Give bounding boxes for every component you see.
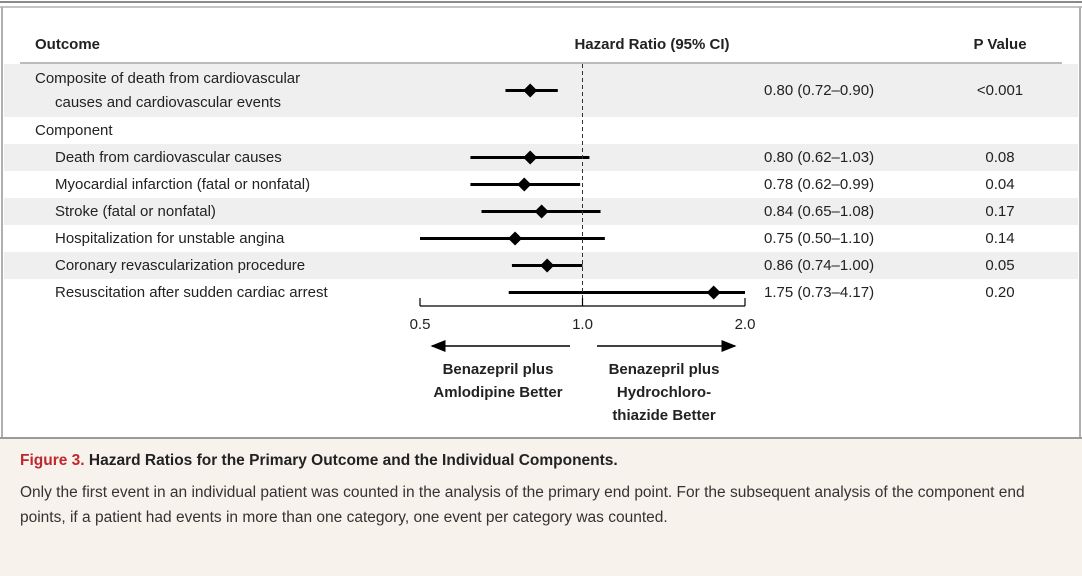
estimate-marker (508, 231, 523, 246)
p-value: 0.14 (985, 229, 1015, 247)
outcome-label: Death from cardiovascular causes (55, 148, 282, 166)
outcome-label: Coronary revascularization procedure (55, 256, 306, 274)
estimate-label: 0.80 (0.62–1.03) (764, 148, 875, 166)
p-value: 0.20 (985, 283, 1015, 301)
estimate-marker (706, 285, 721, 300)
column-header: Hazard Ratio (95% CI) (574, 36, 730, 53)
figure-label: Figure 3. (20, 452, 85, 469)
estimate-label: 0.78 (0.62–0.99) (764, 175, 875, 193)
p-value: 0.17 (985, 202, 1015, 220)
column-header: P Value (973, 36, 1027, 53)
estimate-label: 1.75 (0.73–4.17) (764, 283, 875, 301)
caption-text: Only the first event in an individual pa… (20, 484, 1025, 526)
estimate-label: 0.84 (0.65–1.08) (764, 202, 875, 220)
estimate-label: 0.86 (0.74–1.00) (764, 256, 875, 274)
estimate-label: 0.75 (0.50–1.10) (764, 229, 875, 247)
outcome-label: Myocardial infarction (fatal or nonfatal… (55, 175, 311, 193)
estimate-marker (540, 258, 555, 273)
p-value: 0.08 (985, 148, 1015, 166)
p-value: 0.04 (985, 175, 1015, 193)
estimate-marker (517, 177, 532, 192)
x-tick-label: 1.0 (572, 316, 593, 333)
outcome-label: Resuscitation after sudden cardiac arres… (55, 283, 328, 301)
outcome-label: Hospitalization for unstable angina (55, 229, 285, 247)
p-value: <0.001 (976, 81, 1024, 99)
estimate-marker (523, 83, 538, 98)
estimate-marker (534, 204, 549, 219)
direction-label: Benazepril plus Amlodipine Better (433, 361, 563, 401)
p-value: 0.05 (985, 256, 1015, 274)
estimate-marker (523, 150, 538, 165)
caption-heading: Figure 3. Hazard Ratios for the Primary … (20, 452, 618, 470)
caption-title: Hazard Ratios for the Primary Outcome an… (88, 452, 618, 469)
outcome-label: Composite of death from cardiovascular ca… (35, 69, 301, 111)
estimate-label: 0.80 (0.72–0.90) (764, 81, 875, 99)
caption-box: Figure 3. Hazard Ratios for the Primary … (0, 437, 1082, 576)
x-tick-label: 2.0 (735, 316, 756, 333)
direction-label: Benazepril plus Hydrochloro- thiazide Be… (608, 361, 720, 424)
column-header: Outcome (35, 36, 101, 53)
x-tick-label: 0.5 (410, 316, 431, 333)
outcome-label: Stroke (fatal or nonfatal) (55, 202, 216, 220)
group-label: Component (35, 121, 113, 139)
